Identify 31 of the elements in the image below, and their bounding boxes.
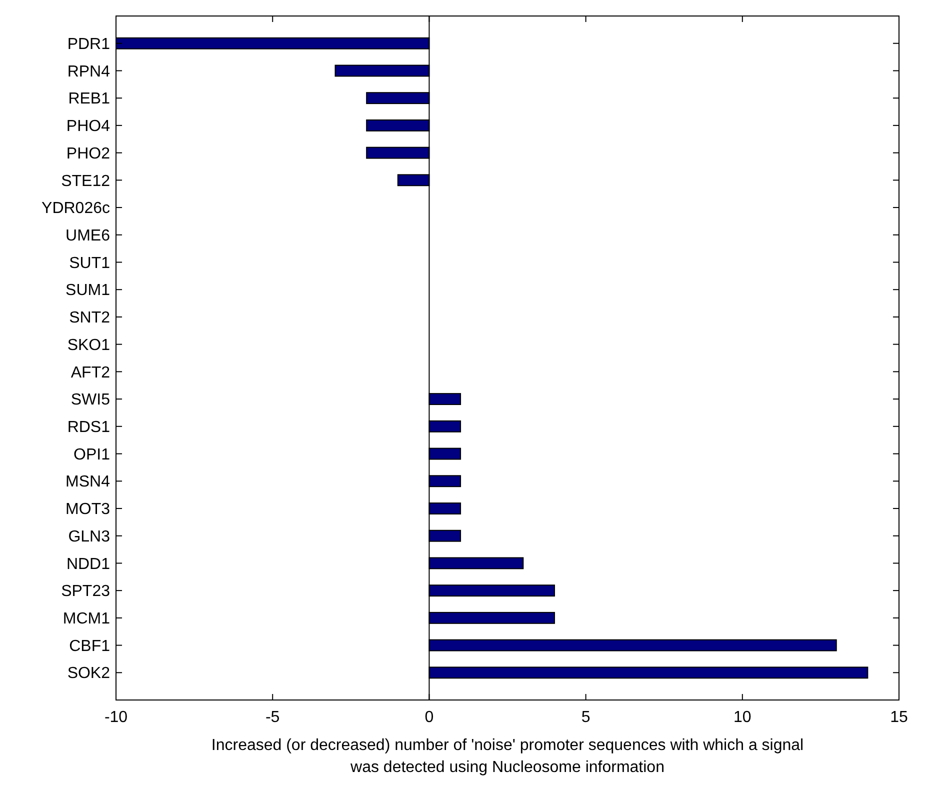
x-axis-title: Increased (or decreased) number of 'noise' promoter sequences with which a signal was detected using Nucleosome information [211,737,804,776]
y-tick-label: PHO2 [66,145,110,162]
x-tick-label: -10 [104,709,128,726]
y-tick-label: RDS1 [67,419,110,436]
y-tick-label: SWI5 [70,392,110,409]
y-tick-label: STE12 [61,172,110,190]
y-tick-label: MOT3 [66,501,110,518]
y-tick-label: SKO1 [67,336,110,354]
x-tick-label: 5 [581,709,590,726]
x-tick-label: 0 [424,709,434,726]
y-tick-label: REB1 [68,90,110,108]
y-tick-label: GLN3 [68,528,110,546]
y-tick-label: RPN4 [67,63,110,80]
y-tick-label: NDD1 [66,556,110,573]
y-tick-label: SUM1 [66,282,110,300]
y-tick-label: PDR1 [67,36,110,53]
x-tick-label: -5 [265,709,280,726]
y-tick-label: MSN4 [66,474,110,491]
x-tick-label: 15 [890,709,908,726]
y-tick-label: SOK2 [67,665,110,682]
y-tick-label: PHO4 [66,118,110,136]
y-tick-label: SPT23 [61,583,110,600]
y-tick-label: YDR026c [42,200,110,218]
y-tick-label: SUT1 [69,254,110,272]
y-tick-label: AFT2 [70,364,110,382]
y-tick-label: MCM1 [62,610,110,628]
y-tick-label: SNT2 [69,310,110,327]
y-tick-label: UME6 [66,227,110,244]
y-tick-label: CBF1 [69,638,110,655]
y-tick-label: OPI1 [74,446,110,464]
x-tick-label: 10 [734,709,752,726]
